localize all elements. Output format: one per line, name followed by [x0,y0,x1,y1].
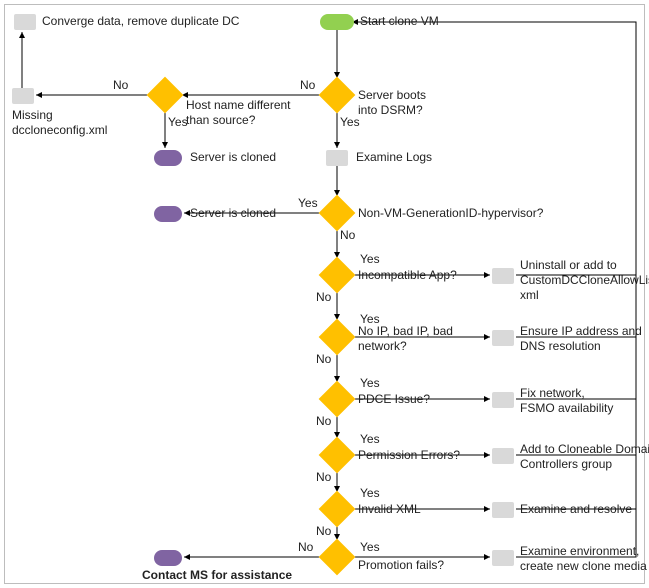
hostname-no: No [113,78,128,93]
hyperv-label: Non-VM-GenerationID-hypervisor? [358,206,543,221]
ip-yes: Yes [360,312,380,327]
cloned1-node [154,150,182,166]
missing-cfg-label: Missing dccloneconfig.xml [12,108,107,138]
perm-yes: Yes [360,432,380,447]
pdce-no: No [316,414,331,429]
cloned2-node [154,206,182,222]
examine-logs-node [326,150,348,166]
ip-no: No [316,352,331,367]
fix-perm-node [492,448,514,464]
xml-yes: Yes [360,486,380,501]
fix-incompat-node [492,268,514,284]
start-node [320,14,354,30]
fix-perm-label: Add to Cloneable Domain Controllers grou… [520,442,649,472]
fix-xml-label: Examine and resolve [520,502,632,517]
fix-promo-label: Examine environment, create new clone me… [520,544,647,574]
incompat-no: No [316,290,331,305]
promo-yes: Yes [360,540,380,555]
start-label: Start clone VM [360,14,439,29]
fix-incompat-label: Uninstall or add to CustomDCCloneAllowLi… [520,258,649,303]
dsrm-no: No [300,78,315,93]
fix-pdce-node [492,392,514,408]
hostname-label: Host name different than source? [186,98,291,128]
dsrm-yes: Yes [340,115,360,130]
hyperv-no: No [340,228,355,243]
examine-logs-label: Examine Logs [356,150,432,165]
pdce-yes: Yes [360,376,380,391]
hostname-yes: Yes [168,115,188,130]
converge-node [14,14,36,30]
perm-no: No [316,470,331,485]
pdce-label: PDCE Issue? [358,392,430,407]
xml-label: Invalid XML [358,502,421,517]
missing-cfg-node [12,88,34,104]
converge-label: Converge data, remove duplicate DC [42,14,239,29]
promo-label: Promotion fails? [358,558,444,573]
ip-label: No IP, bad IP, bad network? [358,324,453,354]
incompat-yes: Yes [360,252,380,267]
contact-node [154,550,182,566]
incompat-label: Incompatible App? [358,268,457,283]
fix-ip-label: Ensure IP address and DNS resolution [520,324,642,354]
dsrm-label: Server boots into DSRM? [358,88,426,118]
promo-no: No [298,540,313,555]
fix-pdce-label: Fix network, FSMO availability [520,386,613,416]
perm-label: Permission Errors? [358,448,460,463]
fix-ip-node [492,330,514,346]
fix-xml-node [492,502,514,518]
hyperv-yes: Yes [298,196,318,211]
fix-promo-node [492,550,514,566]
xml-no: No [316,524,331,539]
cloned2-label: Server is cloned [190,206,276,221]
cloned1-label: Server is cloned [190,150,276,165]
contact-label: Contact MS for assistance [142,568,292,583]
